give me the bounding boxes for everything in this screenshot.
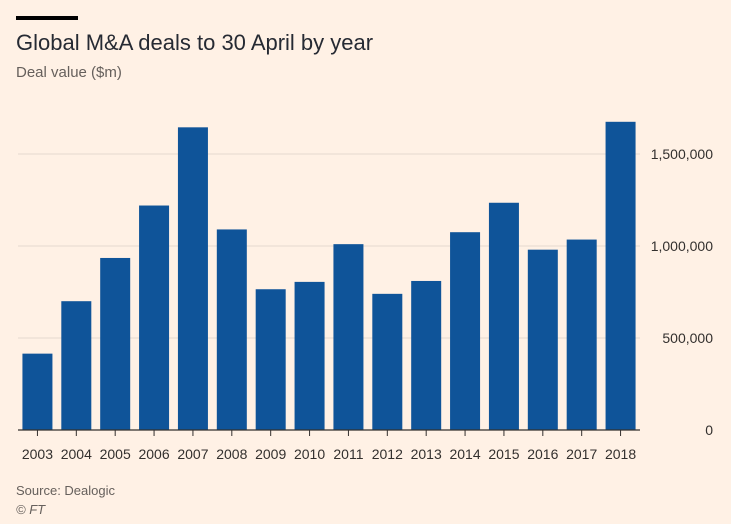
- x-tick-label: 2011: [333, 446, 363, 462]
- bar-2012: [372, 293, 403, 430]
- x-tick-label: 2003: [22, 446, 53, 462]
- bars: [22, 121, 636, 431]
- x-tick-label: 2015: [488, 446, 519, 462]
- bar-2004: [61, 301, 92, 430]
- x-tick-label: 2012: [372, 446, 403, 462]
- bar-2005: [100, 257, 131, 430]
- bar-2007: [177, 127, 208, 430]
- bar-2017: [566, 239, 597, 430]
- bar-2015: [488, 202, 519, 430]
- x-tick-label: 2010: [294, 446, 325, 462]
- y-tick-label: 1,000,000: [651, 238, 713, 254]
- x-tick-label: 2008: [216, 446, 247, 462]
- bar-2003: [22, 353, 53, 430]
- x-tick-label: 2017: [566, 446, 597, 462]
- x-tick-label: 2014: [449, 446, 480, 462]
- x-tick-labels: 2003 2004 2005 2006 2007 2008 2009 2010 2011 2012…: [22, 446, 636, 462]
- x-tick-label: 2004: [61, 446, 92, 462]
- copyright-note: © FT: [16, 502, 46, 517]
- source-note: Source: Dealogic: [16, 483, 115, 498]
- x-tick-label: 2016: [527, 446, 558, 462]
- x-tick-label: 2007: [177, 446, 208, 462]
- title-accent-bar: [16, 16, 78, 20]
- bar-2009: [255, 289, 286, 430]
- bar-2013: [411, 280, 442, 430]
- bar-2016: [527, 249, 558, 430]
- bar-2006: [139, 205, 170, 430]
- bar-2018: [605, 121, 636, 431]
- y-tick-labels: 0 500,000 1,000,000 1,500,000: [651, 146, 714, 438]
- x-axis: [18, 429, 640, 436]
- x-tick-label: 2005: [100, 446, 131, 462]
- y-tick-label: 1,500,000: [651, 146, 713, 162]
- bar-2011: [333, 244, 364, 430]
- x-tick-label: 2006: [138, 446, 169, 462]
- bar-2014: [450, 232, 481, 430]
- bar-2010: [294, 281, 325, 430]
- bar-2008: [216, 229, 247, 430]
- y-tick-label: 0: [705, 422, 713, 438]
- chart-subtitle: Deal value ($m): [16, 64, 122, 81]
- x-tick-label: 2018: [605, 446, 636, 462]
- chart-title: Global M&A deals to 30 April by year: [16, 30, 374, 55]
- y-tick-label: 500,000: [662, 330, 713, 346]
- x-tick-label: 2009: [255, 446, 286, 462]
- x-tick-label: 2013: [411, 446, 442, 462]
